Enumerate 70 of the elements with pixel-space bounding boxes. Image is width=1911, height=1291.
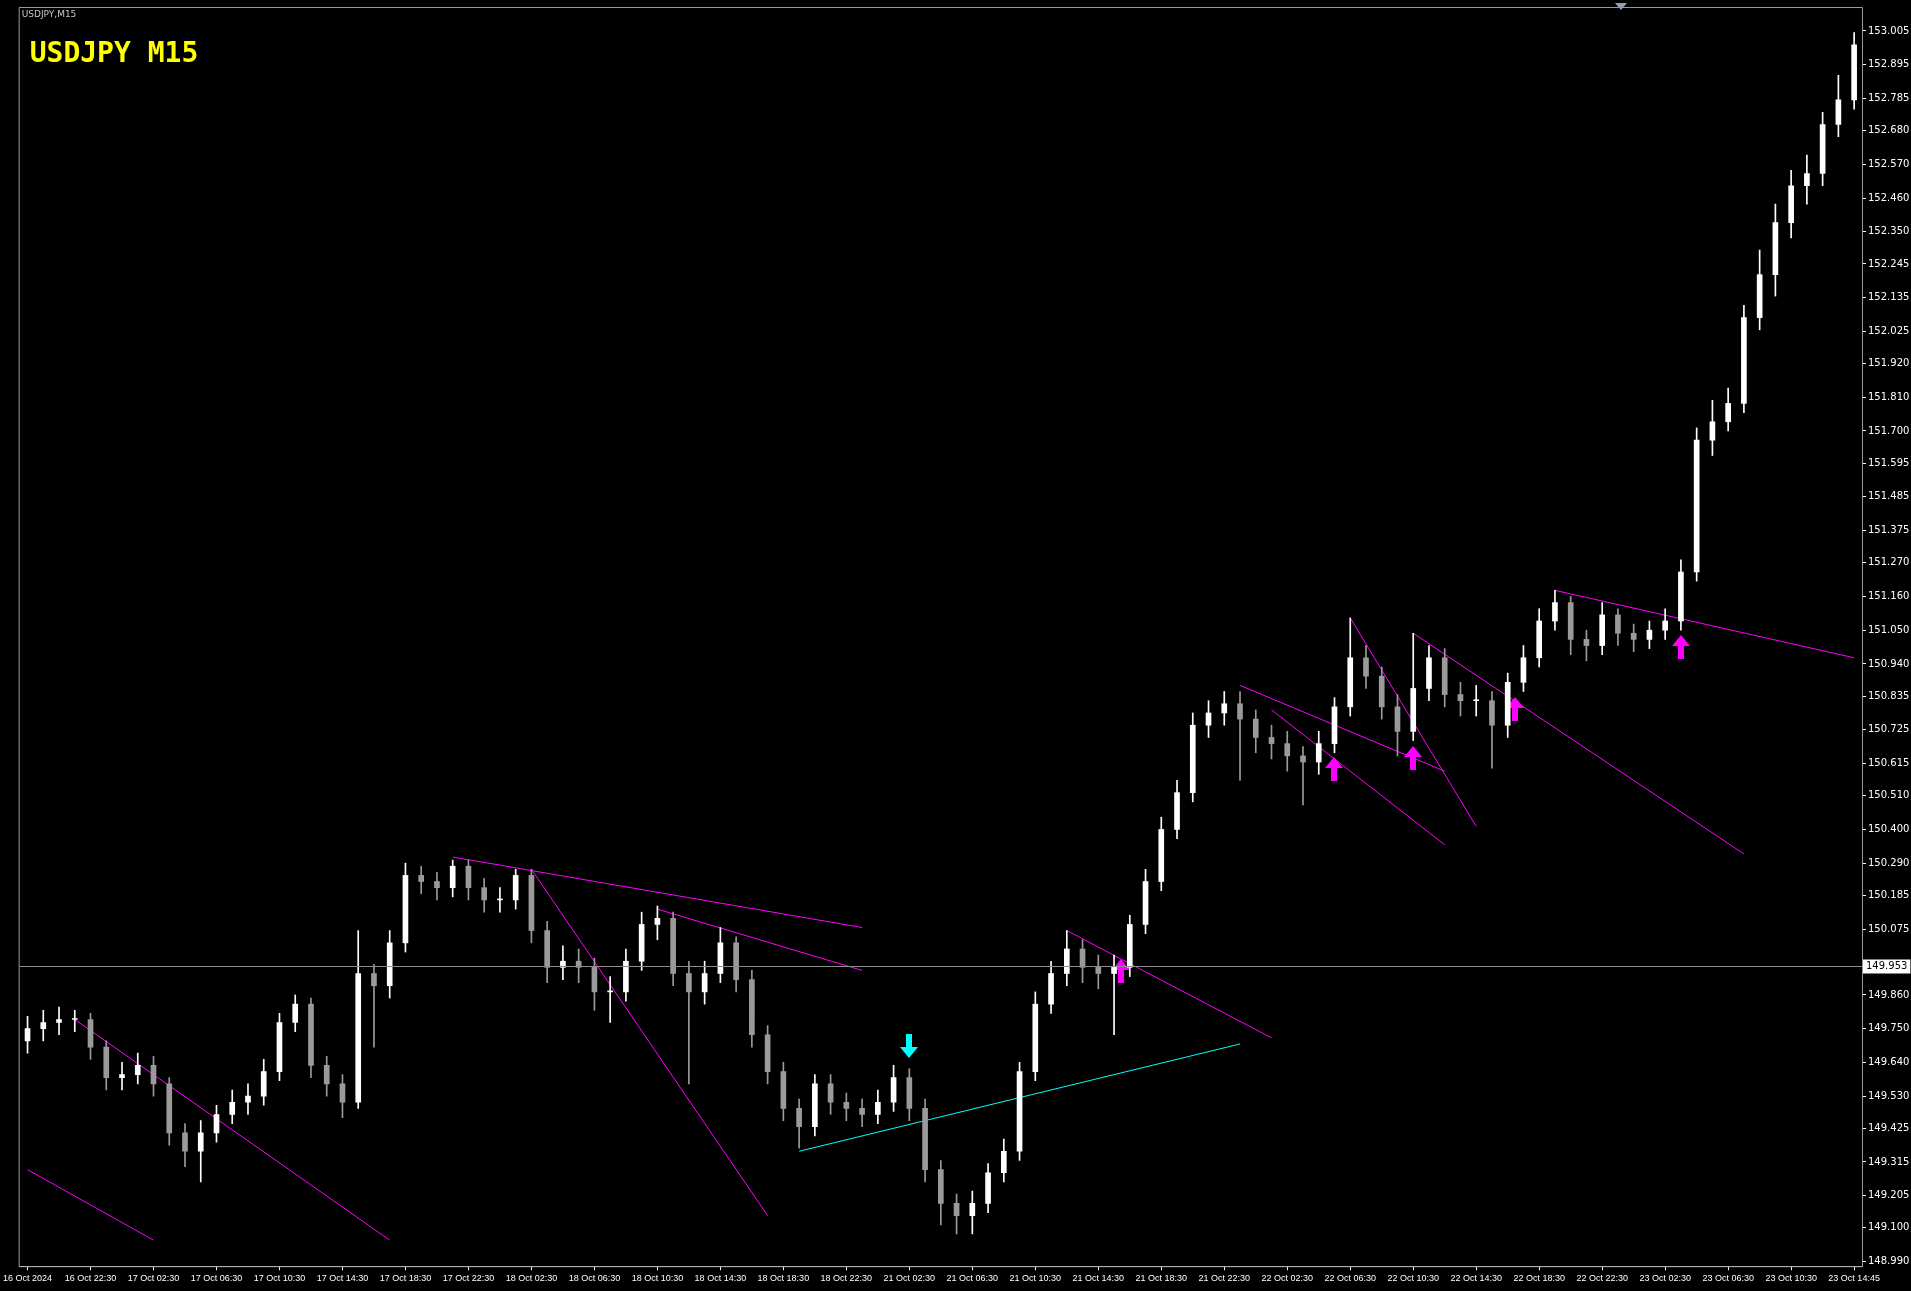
- y-tick-label: 151.595: [1868, 456, 1910, 468]
- y-tick-label: 150.725: [1868, 723, 1910, 735]
- x-tick-label: 17 Oct 02:30: [127, 1273, 180, 1284]
- y-tick-label: 152.785: [1868, 92, 1910, 104]
- x-tick-label: 17 Oct 10:30: [253, 1273, 306, 1284]
- x-tick-label: 22 Oct 14:30: [1450, 1273, 1502, 1284]
- x-tick-label: 21 Oct 02:30: [883, 1273, 936, 1284]
- x-tick-label: 16 Oct 22:30: [64, 1273, 117, 1284]
- y-tick-label: 150.075: [1868, 922, 1910, 934]
- y-tick-label: 149.750: [1868, 1022, 1910, 1034]
- y-tick-label: 149.640: [1868, 1055, 1910, 1067]
- x-tick-label: 17 Oct 06:30: [190, 1273, 243, 1284]
- y-tick-label: 151.160: [1868, 590, 1910, 602]
- x-tick-label: 16 Oct 2024: [3, 1273, 53, 1284]
- y-tick-label: 152.025: [1868, 324, 1910, 336]
- x-tick-label: 21 Oct 10:30: [1009, 1273, 1062, 1284]
- y-tick-label: 152.460: [1868, 191, 1910, 203]
- y-tick-label: 149.315: [1868, 1155, 1910, 1167]
- x-tick-label: 17 Oct 18:30: [379, 1273, 432, 1284]
- y-tick-label: 152.350: [1868, 225, 1910, 237]
- x-tick-label: 18 Oct 22:30: [820, 1273, 873, 1284]
- y-tick-label: 151.810: [1868, 390, 1910, 402]
- x-tick-label: 22 Oct 22:30: [1576, 1273, 1628, 1284]
- y-tick-label: 150.290: [1868, 856, 1910, 868]
- x-tick-label: 22 Oct 02:30: [1261, 1273, 1314, 1284]
- x-tick-label: 23 Oct 14:45: [1828, 1273, 1880, 1284]
- text: USDJPY M15: [29, 36, 199, 69]
- x-tick-label: 18 Oct 06:30: [568, 1273, 621, 1284]
- y-tick-label: 151.700: [1868, 424, 1910, 436]
- y-tick-label: 149.100: [1868, 1221, 1910, 1233]
- x-tick-label: 21 Oct 22:30: [1198, 1273, 1251, 1284]
- y-tick-label: 153.005: [1868, 24, 1910, 36]
- y-tick-label: 152.570: [1868, 157, 1910, 169]
- y-tick-label: 152.680: [1868, 124, 1910, 136]
- annotation: USDJPY,M15: [21, 8, 77, 19]
- y-tick-label: 151.375: [1868, 524, 1910, 536]
- x-tick-label: 18 Oct 14:30: [694, 1273, 747, 1284]
- y-tick-label: 150.835: [1868, 689, 1910, 701]
- x-tick-label: 23 Oct 02:30: [1639, 1273, 1691, 1284]
- y-tick-label: 152.245: [1868, 257, 1910, 269]
- y-tick-label: 150.510: [1868, 789, 1910, 801]
- x-tick-label: 23 Oct 10:30: [1765, 1273, 1817, 1284]
- y-tick-label: 152.895: [1868, 58, 1910, 70]
- x-tick-label: 23 Oct 06:30: [1702, 1273, 1754, 1284]
- x-tick-label: 18 Oct 02:30: [505, 1273, 558, 1284]
- y-tick-label: 150.400: [1868, 823, 1910, 835]
- x-tick-label: 18 Oct 18:30: [757, 1273, 810, 1284]
- y-tick-label: 149.860: [1868, 988, 1910, 1000]
- y-tick-label: 151.050: [1868, 623, 1910, 635]
- x-tick-label: 18 Oct 10:30: [631, 1273, 684, 1284]
- x-tick-label: 21 Oct 14:30: [1072, 1273, 1125, 1284]
- y-tick-label: 150.185: [1868, 888, 1910, 900]
- y-tick-label: 149.205: [1868, 1189, 1910, 1201]
- ref-line-label: 149.953: [1866, 960, 1908, 972]
- x-tick-label: 22 Oct 10:30: [1387, 1273, 1439, 1284]
- x-tick-label: 17 Oct 22:30: [442, 1273, 495, 1284]
- x-tick-label: 22 Oct 18:30: [1513, 1273, 1565, 1284]
- y-tick-label: 151.270: [1868, 556, 1910, 568]
- y-tick-label: 149.530: [1868, 1089, 1910, 1101]
- y-tick-label: 150.615: [1868, 757, 1910, 769]
- y-tick-label: 152.135: [1868, 291, 1910, 303]
- y-tick-label: 149.425: [1868, 1121, 1910, 1133]
- y-tick-label: 150.940: [1868, 657, 1910, 669]
- y-tick-label: 148.990: [1868, 1255, 1910, 1267]
- x-tick-label: 22 Oct 06:30: [1324, 1273, 1377, 1284]
- y-tick-label: 151.485: [1868, 490, 1910, 502]
- y-tick-label: 151.920: [1868, 357, 1910, 369]
- x-tick-label: 17 Oct 14:30: [316, 1273, 369, 1284]
- x-tick-label: 21 Oct 18:30: [1135, 1273, 1188, 1284]
- x-tick-label: 21 Oct 06:30: [946, 1273, 999, 1284]
